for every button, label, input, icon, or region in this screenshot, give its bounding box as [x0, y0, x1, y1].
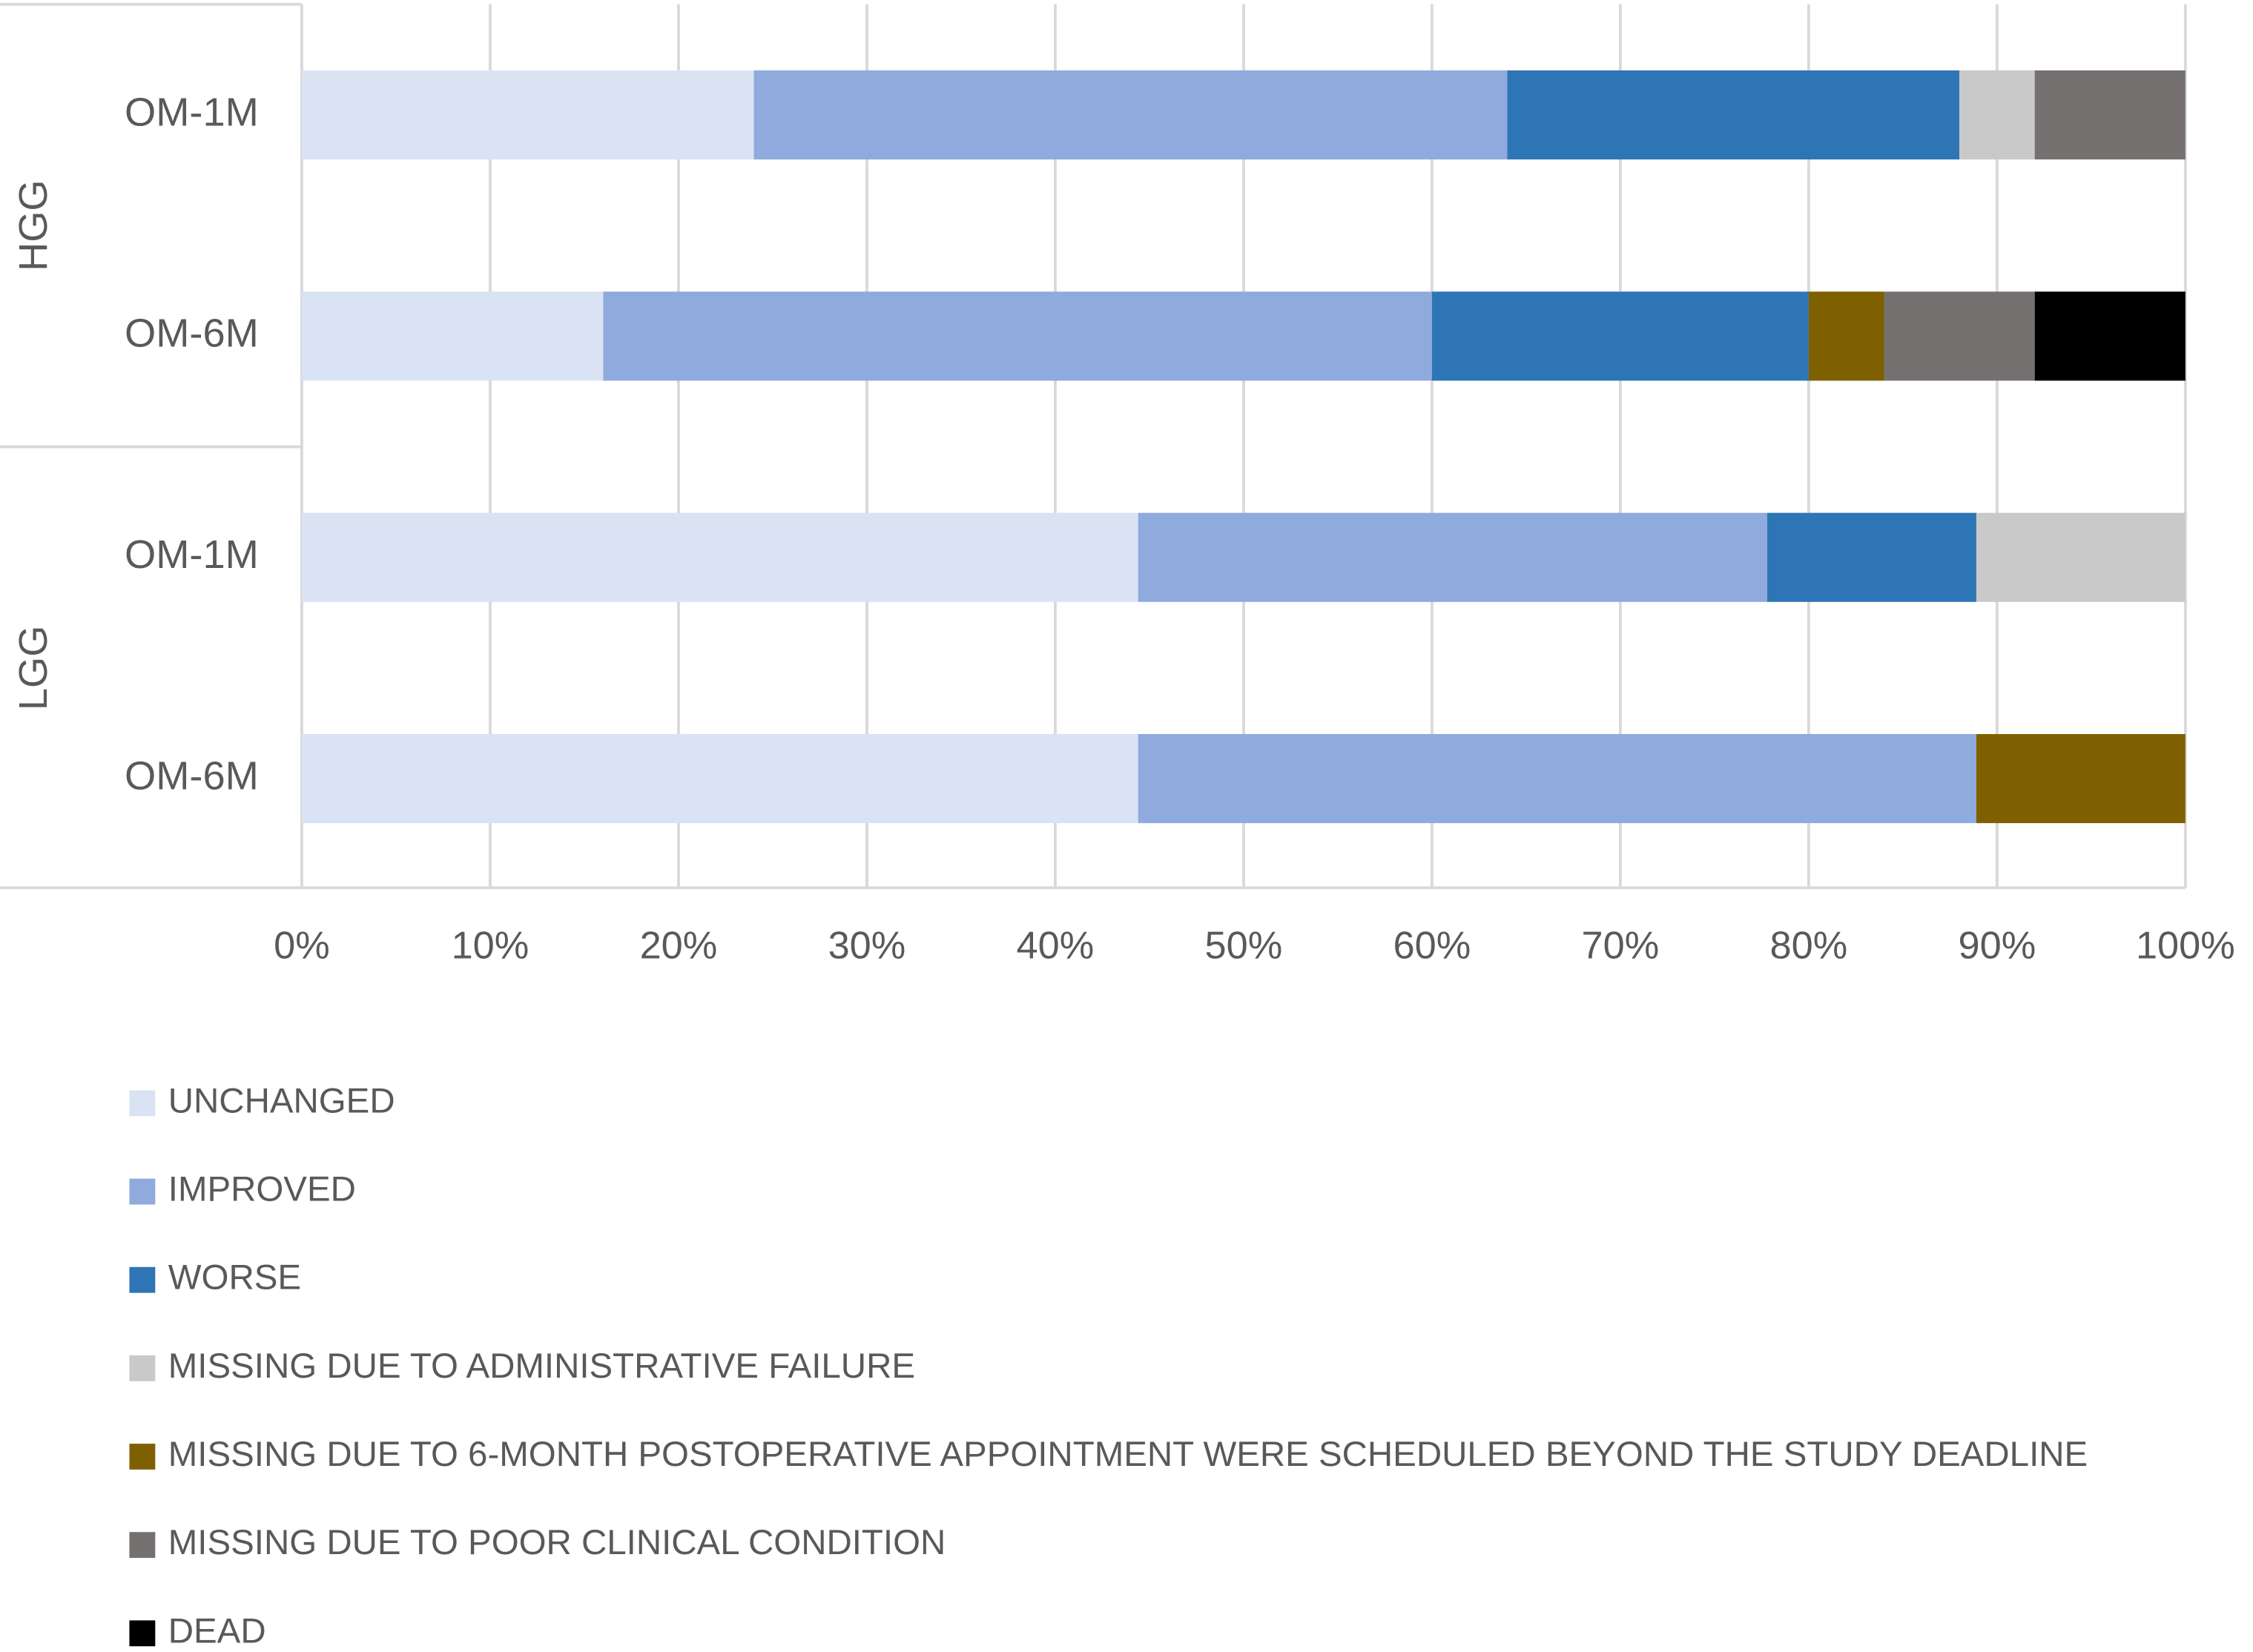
- bar-segment: [1138, 512, 1767, 602]
- bar-segment: [1507, 70, 1960, 160]
- category-label: OM-6M: [125, 753, 259, 798]
- category-label: OM-6M: [125, 311, 259, 356]
- x-tick-label: 50%: [1205, 924, 1283, 967]
- legend-swatch: [129, 1178, 156, 1205]
- category-label: OM-1M: [125, 532, 259, 577]
- bar-segment: [301, 70, 754, 160]
- x-tick-label: 0%: [274, 924, 330, 967]
- bar-segment: [1138, 734, 1976, 824]
- bar-segment: [1808, 291, 1884, 381]
- x-tick-label: 80%: [1770, 924, 1848, 967]
- bar-segment: [1431, 291, 1809, 381]
- bar-segment: [1976, 512, 2186, 602]
- x-tick-label: 10%: [452, 924, 530, 967]
- group-label: HGG: [11, 179, 56, 271]
- legend-swatch: [129, 1090, 156, 1117]
- x-tick-label: 60%: [1393, 924, 1471, 967]
- legend-label: DEAD: [168, 1611, 266, 1651]
- legend-label: WORSE: [168, 1258, 301, 1298]
- x-tick-label: 40%: [1017, 924, 1095, 967]
- bar-segment: [301, 291, 604, 381]
- legend-label: MISSING DUE TO ADMINISTRATIVE FAILURE: [168, 1347, 915, 1386]
- bar-segment: [603, 291, 1432, 381]
- bar-segment: [753, 70, 1508, 160]
- bar-segment: [1767, 512, 1976, 602]
- legend-swatch: [129, 1355, 156, 1381]
- legend-swatch: [129, 1444, 156, 1470]
- legend-label: MISSING DUE TO POOR CLINICAL CONDITION: [168, 1523, 946, 1562]
- bar-segment: [301, 512, 1138, 602]
- x-tick-label: 20%: [640, 924, 718, 967]
- x-tick-label: 100%: [2136, 924, 2235, 967]
- bar-segment: [1976, 734, 2186, 824]
- bar-segment: [1884, 291, 2035, 381]
- legend-label: MISSING DUE TO 6-MONTH POSTOPERATIVE APP…: [168, 1435, 2088, 1474]
- bar-segment: [2034, 291, 2186, 381]
- legend-swatch: [129, 1620, 156, 1647]
- legend-label: IMPROVED: [168, 1170, 356, 1209]
- legend-label: UNCHANGED: [168, 1081, 395, 1120]
- category-label: OM-1M: [125, 90, 259, 134]
- x-tick-label: 30%: [828, 924, 906, 967]
- bar-segment: [1959, 70, 2035, 160]
- group-label: LGG: [11, 626, 56, 711]
- x-tick-label: 70%: [1582, 924, 1660, 967]
- legend-swatch: [129, 1532, 156, 1559]
- x-tick-label: 90%: [1959, 924, 2036, 967]
- legend-swatch: [129, 1266, 156, 1293]
- bar-segment: [301, 734, 1138, 824]
- bar-segment: [2034, 70, 2186, 160]
